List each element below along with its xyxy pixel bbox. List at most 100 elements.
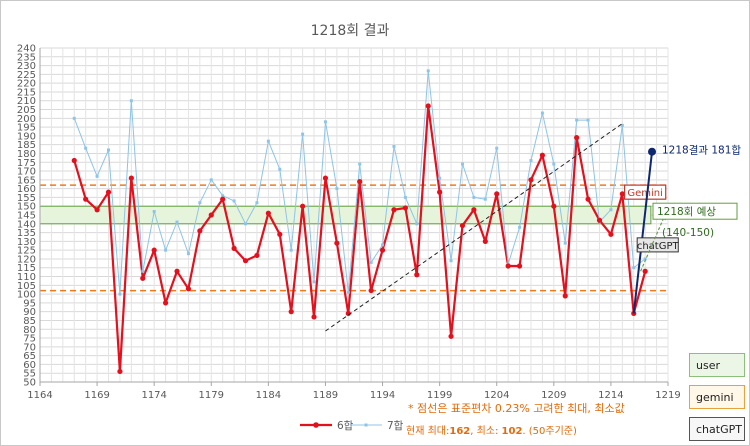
series-layer bbox=[71, 69, 648, 375]
gemini-button[interactable]: gemini bbox=[689, 385, 745, 409]
point-6hap bbox=[368, 287, 374, 294]
point-7hap bbox=[518, 225, 522, 229]
point-7hap bbox=[529, 159, 533, 163]
point-7hap bbox=[232, 199, 236, 203]
point-6hap bbox=[596, 217, 603, 223]
chatgpt-button[interactable]: chatGPT bbox=[689, 417, 745, 441]
y-tick-label: 120 bbox=[17, 254, 36, 265]
note-suffix: . (50주기준) bbox=[522, 425, 577, 437]
point-7hap bbox=[107, 148, 111, 152]
point-7hap bbox=[632, 266, 636, 270]
y-tick-label: 205 bbox=[17, 105, 36, 116]
point-7hap bbox=[164, 248, 168, 252]
point-7hap bbox=[266, 139, 270, 143]
point-6hap bbox=[242, 258, 249, 264]
y-tick-label: 60 bbox=[23, 360, 36, 371]
point-7hap bbox=[415, 222, 419, 226]
point-6hap bbox=[174, 268, 180, 274]
point-6hap bbox=[231, 245, 237, 251]
legend-label-6hap: 6합 bbox=[337, 420, 354, 432]
point-6hap bbox=[437, 189, 443, 195]
y-tick-label: 200 bbox=[17, 114, 36, 125]
point-7hap bbox=[426, 69, 430, 73]
point-6hap bbox=[414, 272, 420, 278]
point-7hap bbox=[312, 280, 316, 284]
user-button[interactable]: user bbox=[689, 353, 745, 377]
point-7hap bbox=[540, 111, 544, 115]
point-6hap bbox=[551, 203, 557, 209]
note-prefix: 현재 최대: bbox=[406, 425, 449, 437]
point-6hap bbox=[562, 293, 568, 299]
point-6hap bbox=[528, 177, 534, 183]
point-7hap bbox=[289, 248, 293, 252]
point-6hap bbox=[311, 314, 317, 320]
point-6hap bbox=[140, 275, 146, 281]
point-7hap bbox=[403, 195, 407, 199]
point-6hap bbox=[117, 368, 123, 375]
y-tick-label: 180 bbox=[17, 149, 36, 160]
result-point bbox=[648, 147, 657, 156]
y-tick-label: 165 bbox=[17, 175, 36, 186]
point-6hap bbox=[505, 263, 511, 269]
y-tick-label: 70 bbox=[23, 342, 36, 353]
y-tick-label: 210 bbox=[17, 96, 36, 107]
y-tick-label: 110 bbox=[17, 272, 36, 283]
y-tick-label: 190 bbox=[17, 131, 36, 142]
y-tick-label: 240 bbox=[17, 44, 36, 55]
result-label: 1218결과 181합 bbox=[662, 145, 741, 157]
point-6hap bbox=[357, 179, 363, 185]
point-7hap bbox=[472, 195, 476, 199]
point-6hap bbox=[208, 212, 214, 218]
point-6hap bbox=[539, 152, 546, 158]
note-min-value: 102 bbox=[502, 426, 523, 437]
point-7hap bbox=[620, 123, 624, 127]
y-tick-label: 135 bbox=[17, 228, 36, 239]
point-7hap bbox=[392, 144, 396, 148]
point-6hap bbox=[334, 240, 340, 246]
point-6hap bbox=[379, 247, 386, 253]
y-tick-label: 235 bbox=[17, 52, 36, 63]
y-tick-label: 225 bbox=[17, 70, 36, 81]
y-tick-label: 140 bbox=[17, 219, 36, 230]
point-7hap bbox=[198, 201, 202, 205]
prediction-arrow-line bbox=[640, 213, 667, 272]
y-tick-label: 220 bbox=[17, 79, 36, 90]
note-current-range: 현재 최대:162, 최소: 102. (50주기준) bbox=[406, 425, 577, 437]
overlays: Gemini 1218결과 181합 chatGPT 1218회 예상 (140-150… bbox=[325, 123, 741, 437]
y-tick-label: 145 bbox=[17, 211, 36, 222]
point-6hap bbox=[471, 207, 477, 213]
x-tick-label: 1214 bbox=[598, 390, 623, 401]
x-tick-label: 1184 bbox=[256, 390, 281, 401]
y-tick-label: 130 bbox=[17, 237, 36, 248]
legend-marker-7hap bbox=[364, 423, 368, 427]
point-7hap bbox=[152, 209, 156, 213]
point-7hap bbox=[575, 118, 579, 122]
point-6hap bbox=[197, 228, 203, 234]
point-7hap bbox=[84, 146, 88, 150]
point-7hap bbox=[175, 220, 179, 224]
point-7hap bbox=[381, 243, 385, 247]
chatgpt-box bbox=[636, 237, 679, 253]
point-7hap bbox=[449, 259, 453, 263]
point-7hap bbox=[358, 162, 362, 166]
point-6hap bbox=[448, 333, 454, 339]
point-6hap bbox=[277, 231, 283, 237]
point-7hap bbox=[563, 241, 567, 245]
point-6hap bbox=[128, 175, 134, 181]
point-6hap bbox=[254, 252, 260, 259]
point-6hap bbox=[516, 263, 523, 269]
y-tick-label: 80 bbox=[23, 325, 36, 336]
point-7hap bbox=[335, 187, 339, 191]
gemini-label: Gemini bbox=[627, 188, 663, 199]
point-6hap bbox=[585, 196, 591, 202]
point-7hap bbox=[72, 116, 76, 120]
point-7hap bbox=[118, 292, 122, 296]
x-tick-label: 1209 bbox=[541, 390, 566, 401]
point-7hap bbox=[483, 197, 487, 201]
result-line bbox=[632, 151, 654, 314]
point-7hap bbox=[141, 269, 145, 273]
axes: 5055606570758085909510010511011512012513… bbox=[17, 44, 681, 402]
y-tick-label: 85 bbox=[23, 316, 36, 327]
point-7hap bbox=[255, 201, 259, 205]
